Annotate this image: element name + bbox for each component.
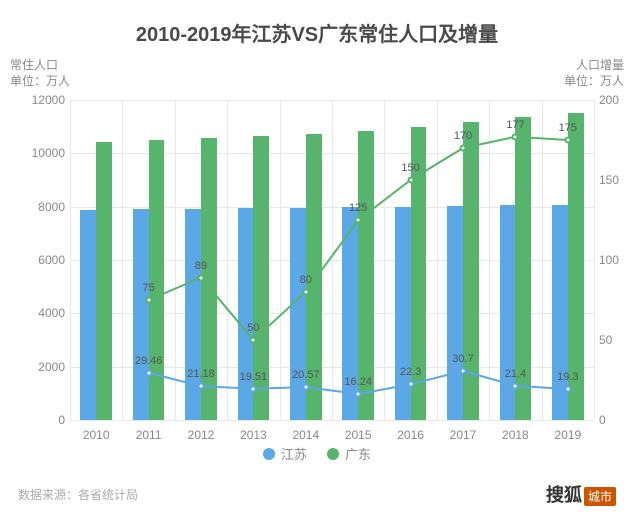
data-label-jiangsu: 16.24 [344,376,372,388]
x-tick: 2014 [292,428,319,442]
y2-tick: 100 [599,253,634,267]
plot-area: 0200040006000800010000120000501001502002… [70,100,594,420]
data-label-jiangsu: 22.3 [400,366,421,378]
y2-tick: 200 [599,93,634,107]
bar-jiangsu [342,207,358,420]
x-tick: 2013 [240,428,267,442]
x-tick: 2010 [83,428,110,442]
data-label-guangdong: 177 [506,119,524,131]
data-label-guangdong: 89 [195,260,207,272]
bar-jiangsu [80,210,96,420]
brand: 搜狐 城市 [546,481,616,507]
data-label-jiangsu: 21.4 [505,368,526,380]
x-tick: 2017 [450,428,477,442]
y1-tick: 8000 [5,200,65,214]
marker-guangdong [460,145,467,152]
marker-guangdong [302,289,309,296]
y2-label-line2: 单位：万人 [564,74,624,90]
x-divider [280,100,281,420]
y2-label-line1: 人口增量 [564,58,624,74]
y2-axis-label: 人口增量 单位：万人 [564,58,624,89]
data-label-jiangsu: 30.7 [452,353,473,365]
marker-jiangsu [302,384,309,391]
marker-guangdong [250,337,257,344]
x-divider [122,100,123,420]
y2-tick: 0 [599,413,634,427]
legend-label: 江苏 [281,444,307,463]
x-divider [437,100,438,420]
marker-jiangsu [512,382,519,389]
y1-tick: 12000 [5,93,65,107]
y1-tick: 6000 [5,253,65,267]
x-divider [594,100,595,420]
bar-jiangsu [133,209,149,420]
data-label-jiangsu: 19.51 [240,371,268,383]
marker-guangdong [564,137,571,144]
marker-guangdong [145,297,152,304]
x-tick: 2016 [397,428,424,442]
brand-sub-text: 城市 [584,487,616,506]
data-label-guangdong: 175 [559,122,577,134]
legend-dot-icon [263,448,275,460]
bar-jiangsu [395,207,411,420]
y2-tick: 50 [599,333,634,347]
x-tick: 2019 [554,428,581,442]
x-tick: 2012 [188,428,215,442]
chart-container: 2010-2019年江苏VS广东常住人口及增量 常住人口 单位：万人 人口增量 … [0,0,634,521]
x-divider [332,100,333,420]
x-tick: 2018 [502,428,529,442]
grid-line [70,420,594,421]
data-label-guangdong: 150 [401,162,419,174]
legend-dot-icon [327,448,339,460]
marker-guangdong [355,217,362,224]
bar-guangdong [149,140,165,420]
marker-jiangsu [407,381,414,388]
y1-tick: 0 [5,413,65,427]
marker-guangdong [198,274,205,281]
y1-label-line1: 常住人口 [10,58,70,74]
marker-jiangsu [564,386,571,393]
marker-jiangsu [460,367,467,374]
y1-axis-label: 常住人口 单位：万人 [10,58,70,89]
data-label-jiangsu: 19.3 [557,371,578,383]
bar-jiangsu [447,206,463,420]
x-divider [489,100,490,420]
legend-label: 广东 [345,444,371,463]
x-divider [70,100,71,420]
chart-title: 2010-2019年江苏VS广东常住人口及增量 [0,18,634,47]
data-label-guangdong: 170 [454,130,472,142]
x-divider [384,100,385,420]
data-label-guangdong: 50 [247,322,259,334]
legend-item: 广东 [327,444,371,463]
data-label-jiangsu: 29.46 [135,355,163,367]
data-label-guangdong: 75 [142,282,154,294]
y1-tick: 10000 [5,146,65,160]
legend: 江苏 广东 [0,444,634,463]
marker-jiangsu [355,391,362,398]
x-divider [542,100,543,420]
bar-guangdong [463,122,479,420]
x-tick: 2011 [136,428,162,442]
marker-jiangsu [250,385,257,392]
data-label-jiangsu: 20.57 [292,369,320,381]
data-source: 数据来源：各省统计局 [18,486,138,503]
y1-tick: 2000 [5,360,65,374]
x-divider [227,100,228,420]
y2-tick: 150 [599,173,634,187]
x-tick: 2015 [345,428,372,442]
y1-label-line2: 单位：万人 [10,74,70,90]
data-label-guangdong: 125 [349,202,367,214]
marker-jiangsu [145,369,152,376]
x-divider [175,100,176,420]
marker-guangdong [512,133,519,140]
brand-logo-text: 搜狐 [546,481,582,507]
y1-tick: 4000 [5,306,65,320]
legend-item: 江苏 [263,444,307,463]
data-label-jiangsu: 21.18 [187,368,215,380]
bar-guangdong [96,142,112,420]
marker-guangdong [407,177,414,184]
marker-jiangsu [198,383,205,390]
data-label-guangdong: 80 [300,274,312,286]
